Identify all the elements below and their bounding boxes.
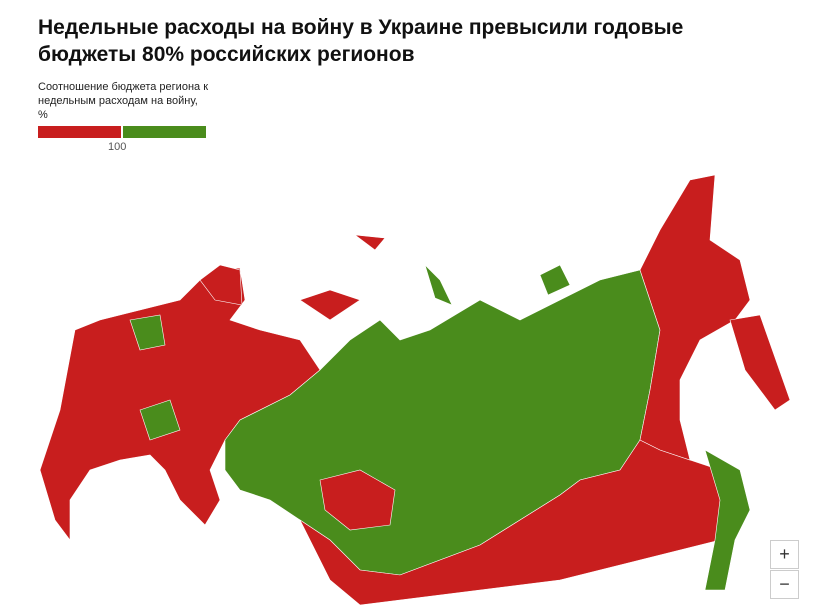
region — [129, 314, 166, 351]
region — [539, 264, 571, 296]
legend-title: Соотношение бюджета региона к недельным … — [38, 81, 209, 121]
legend-divider — [121, 126, 123, 138]
region — [639, 174, 751, 461]
region — [319, 469, 396, 531]
region — [704, 449, 751, 591]
region — [139, 399, 181, 441]
zoom-in[interactable]: + — [770, 540, 799, 569]
legend-bar — [38, 126, 206, 138]
region — [424, 264, 453, 306]
legend-low — [38, 126, 121, 138]
zoom-out[interactable]: − — [770, 570, 799, 599]
legend-tick: 100 — [108, 141, 127, 153]
region — [353, 234, 386, 251]
region — [299, 289, 361, 321]
legend-high — [123, 126, 206, 138]
region — [729, 314, 791, 411]
title: Недельные расходы на войну в Украине пре… — [38, 16, 684, 66]
region — [199, 264, 243, 306]
